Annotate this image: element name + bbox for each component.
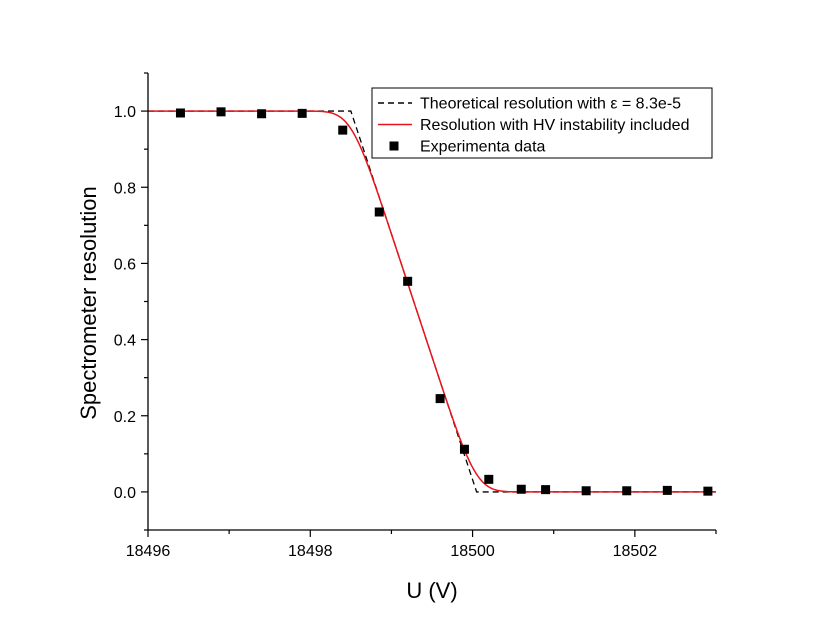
plot-series-group: [148, 107, 716, 496]
data-point: [257, 109, 267, 119]
legend-label: Experimenta data: [420, 139, 546, 156]
data-point: [459, 444, 469, 454]
data-point: [338, 125, 348, 135]
y-tick-label: 0.6: [114, 256, 136, 273]
data-point: [216, 107, 226, 117]
series-hv-instability-curve: [148, 110, 716, 493]
x-tick-label: 18500: [450, 543, 495, 560]
axes: 18496 18498 18500 18502 0.0 0.2 0.4 0.6 0.8 1.0: [114, 72, 717, 560]
data-point: [516, 484, 526, 494]
legend-entry: Experimenta data: [389, 139, 546, 156]
y-tick-label: 0.8: [114, 180, 136, 197]
x-tick-label: 18496: [126, 543, 171, 560]
data-point: [297, 108, 307, 118]
data-point: [435, 394, 445, 404]
legend-label: Theoretical resolution with ε = 8.3e-5: [420, 96, 681, 113]
y-axis-title: Spectrometer resolution: [76, 186, 101, 420]
legend-label: Resolution with HV instability included: [420, 117, 689, 134]
legend-entry: Theoretical resolution with ε = 8.3e-5: [378, 96, 681, 113]
y-tick-label: 0.4: [114, 333, 136, 350]
x-tick-label: 18498: [288, 543, 333, 560]
data-point: [541, 485, 551, 495]
data-point: [703, 486, 713, 496]
x-axis-title: U (V): [406, 578, 457, 603]
legend: Theoretical resolution with ε = 8.3e-5 Re…: [371, 87, 713, 159]
y-tick-label: 1.0: [114, 104, 136, 121]
data-point: [484, 474, 494, 484]
legend-entry: Resolution with HV instability included: [378, 117, 689, 134]
data-point: [662, 485, 672, 495]
y-tick-label: 0.0: [114, 485, 136, 502]
data-point: [581, 486, 591, 496]
data-point: [374, 207, 384, 217]
data-point: [622, 486, 632, 496]
plot-area: [148, 107, 716, 496]
series-theoretical-line: [148, 110, 716, 493]
y-tick-label: 0.2: [114, 409, 136, 426]
legend-box: [371, 87, 713, 159]
data-point: [403, 276, 413, 286]
x-tick-label: 18502: [613, 543, 658, 560]
data-point: [175, 108, 185, 118]
legend-marker-square: [389, 141, 399, 151]
series-experimental-data: [175, 107, 713, 496]
